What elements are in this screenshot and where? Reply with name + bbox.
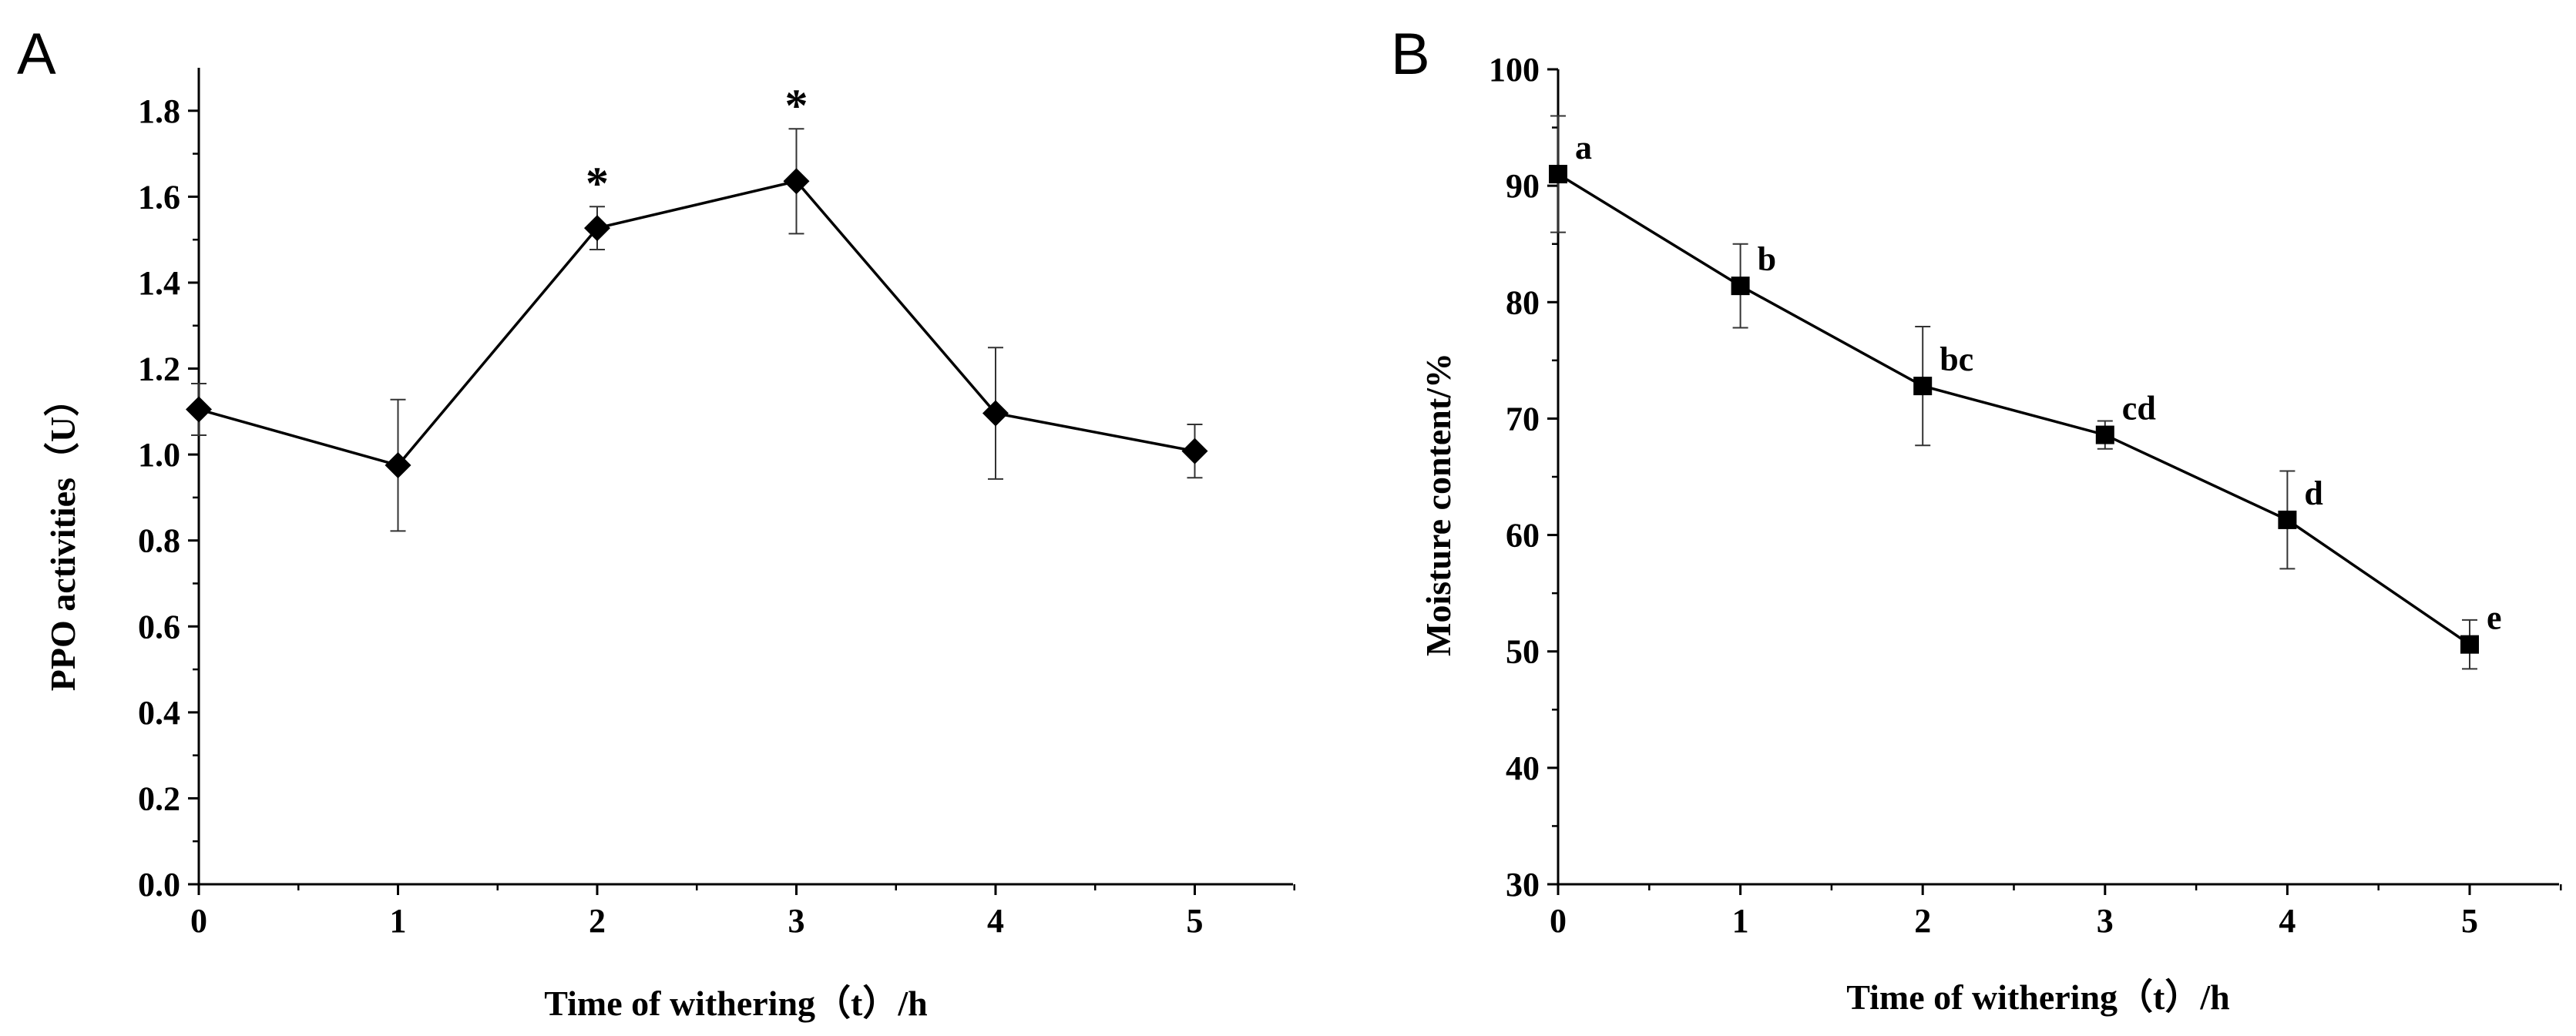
data-point-square: [1731, 277, 1750, 296]
data-point-square: [1549, 165, 1567, 184]
data-point-diamond: [982, 400, 1009, 427]
y-tick-label: 30: [1506, 866, 1540, 904]
y-tick-label: 1.2: [138, 350, 180, 388]
y-tick-label: 1.8: [138, 92, 180, 130]
data-point-diamond: [584, 215, 610, 242]
significance-letter: bc: [1940, 340, 1973, 378]
x-axis-label-a: Time of withering（t）/h: [544, 984, 927, 1023]
significance-star: *: [785, 80, 808, 131]
data-point-diamond: [385, 452, 411, 479]
y-tick-label: 60: [1506, 517, 1540, 555]
y-tick-label: 50: [1506, 633, 1540, 671]
series-a: [186, 128, 1208, 532]
y-axis-label-b: Moisture content/%: [1419, 353, 1458, 656]
data-point-square: [2095, 425, 2114, 444]
y-tick-label: 100: [1489, 51, 1540, 89]
y-axis-label-a: PPO activities（U）: [43, 381, 82, 691]
significance-star: *: [586, 158, 609, 209]
panel-label-b: B: [1391, 22, 1430, 87]
y-tick-label: 0.8: [138, 522, 180, 560]
x-tick-label: 2: [589, 902, 606, 940]
x-tick-label: 0: [190, 902, 207, 940]
ticks-a: 0 1 2 3 4 5 0.0 0.2 0.4 0.6 0.8 1.0 1.2 1.4 1.6 1.8: [138, 92, 1295, 940]
x-tick-label: 4: [2279, 902, 2296, 940]
series-line: [1557, 173, 2470, 646]
y-tick-label: 1.0: [138, 436, 180, 474]
data-point-square: [2460, 635, 2479, 654]
x-tick-label: 4: [987, 902, 1004, 940]
y-tick-label: 1.4: [138, 264, 180, 302]
y-tick-label: 0.4: [138, 694, 180, 732]
x-tick-label: 0: [1550, 902, 1567, 940]
x-tick-label: 1: [390, 902, 407, 940]
data-point-square: [2278, 510, 2297, 529]
y-tick-label: 0.0: [138, 866, 180, 904]
annotations-a: **: [586, 80, 808, 209]
series-line: [198, 179, 1195, 468]
axes-a: [197, 68, 1293, 886]
x-tick-label: 1: [1732, 902, 1749, 940]
x-tick-label: 2: [1914, 902, 1931, 940]
significance-letter: a: [1575, 129, 1592, 166]
y-tick-label: 0.2: [138, 780, 180, 817]
data-point-square: [1913, 377, 1933, 396]
data-point-diamond: [1181, 438, 1208, 464]
y-tick-label: 70: [1506, 400, 1540, 438]
y-tick-label: 0.6: [138, 608, 180, 645]
x-tick-label: 3: [788, 902, 805, 940]
x-axis-label-b: Time of withering（t）/h: [1846, 977, 2229, 1017]
panel-a: A 0 1 2 3 4 5 0.0 0.2 0.4 0.6 0.8 1.0 1.2 1.4 1.6 1.8 *…: [17, 22, 1295, 1023]
x-tick-label: 3: [2097, 902, 2114, 940]
significance-letter: e: [2487, 599, 2502, 637]
significance-letter: d: [2304, 474, 2322, 512]
ticks-b: 0 1 2 3 4 5 30 40 50 60 70 80 90 100: [1489, 51, 2562, 940]
data-point-diamond: [186, 396, 212, 423]
axes-b: [1557, 69, 2559, 886]
data-point-diamond: [783, 168, 810, 195]
significance-letter: b: [1758, 240, 1776, 278]
y-tick-label: 90: [1506, 167, 1540, 205]
y-tick-label: 80: [1506, 283, 1540, 321]
panel-label-a: A: [17, 22, 56, 87]
significance-letter: cd: [2122, 390, 2156, 427]
x-tick-label: 5: [1187, 902, 1204, 940]
x-tick-label: 5: [2461, 902, 2478, 940]
panel-b: B 0 1 2 3 4 5 30 40 50 60 70 80 90 100 a b bc cd d e Time …: [1391, 22, 2562, 1017]
annotations-b: a b bc cd d e: [1575, 129, 2502, 637]
series-b: [1549, 115, 2479, 670]
y-tick-label: 40: [1506, 749, 1540, 787]
y-tick-label: 1.6: [138, 178, 180, 216]
